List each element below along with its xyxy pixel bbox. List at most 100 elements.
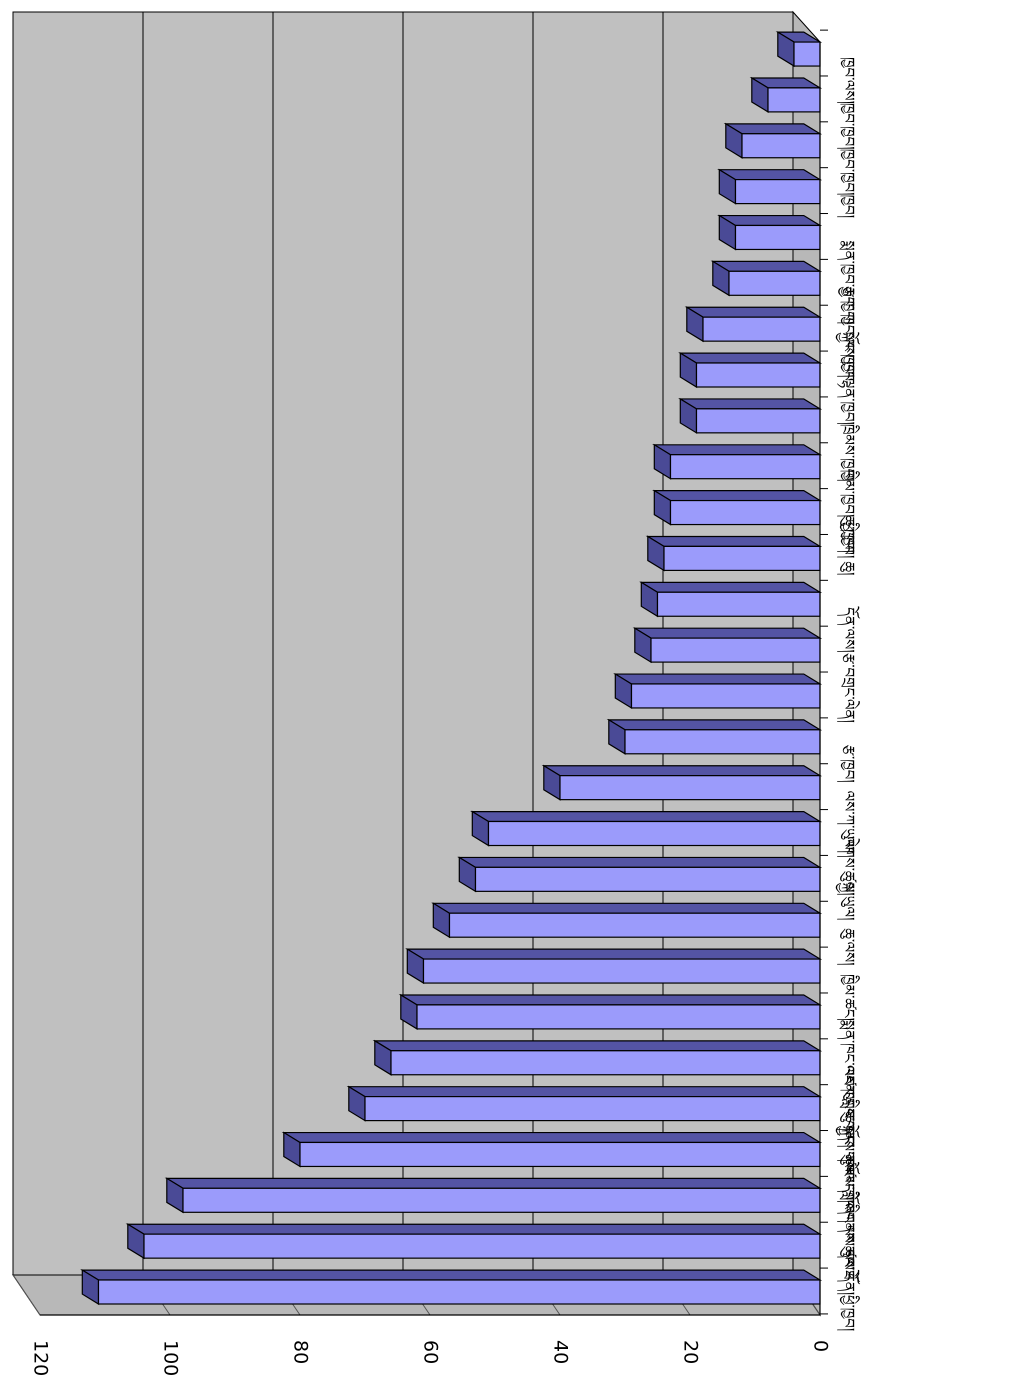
bars	[80, 31, 823, 1306]
category-label: ཆུ་ལས།	[836, 928, 858, 965]
bar-top-face	[684, 306, 823, 318]
bar-front-face	[728, 270, 821, 296]
bar-top-face	[372, 1040, 823, 1052]
bar-front-face	[416, 1004, 821, 1030]
tick-label: 120	[30, 1340, 52, 1376]
category-label: རྩ་ཁྱབ།	[836, 745, 858, 783]
bar-top-face	[281, 1131, 823, 1144]
bar-top-face	[164, 1177, 823, 1189]
bar-top-face	[398, 994, 823, 1006]
category-label: འཛམ་གླིང་གནས་ཚུལ་ཐོ	[836, 1157, 861, 1282]
bar-front-face	[669, 454, 821, 480]
bar	[613, 672, 823, 710]
bar-top-face	[717, 214, 823, 227]
bar	[775, 31, 823, 68]
bar-top-face	[80, 1269, 823, 1281]
bar-top-face	[652, 490, 823, 502]
bar	[645, 535, 823, 572]
category-label: ཆུ་ཁྱབ།	[836, 516, 858, 553]
bar-front-face	[422, 958, 821, 984]
bar-front-face	[97, 1279, 821, 1305]
bar-top-face	[717, 169, 823, 181]
tick-label: 80	[290, 1340, 312, 1364]
tick-label: 100	[160, 1340, 182, 1376]
category-label: ཆུ།	[836, 561, 858, 575]
bar-front-face	[143, 1233, 821, 1259]
category-label: རྩ་བགྲང་	[840, 653, 858, 699]
bar-top-face	[678, 352, 823, 364]
bar	[710, 260, 823, 297]
category-label: ཞིང་ལས་དང་	[836, 1203, 860, 1269]
bar	[80, 1269, 823, 1306]
bar-top-face	[457, 856, 823, 868]
bar-top-face	[632, 627, 823, 639]
bar-top-face	[541, 765, 823, 777]
category-label: སྨན་ཁང་ལས་ཁུངས་ དང་ གསོལ	[836, 1020, 861, 1183]
bar	[541, 764, 823, 801]
bar-front-face	[390, 1050, 821, 1076]
bar-front-face	[695, 408, 821, 434]
bar-front-face	[695, 362, 821, 388]
bar-top-face	[431, 902, 823, 914]
bar-front-face	[299, 1141, 821, 1168]
bar-front-face	[663, 545, 821, 572]
category-label: ཁྱིམ་ཚང།	[836, 974, 860, 1021]
bar-front-face	[630, 683, 821, 709]
category-label: ལས་དོན།	[836, 1249, 861, 1295]
bar	[164, 1177, 823, 1214]
bar	[717, 214, 823, 251]
bar-top-face	[710, 260, 823, 272]
category-label: སྐྱ་ཡུལ།	[835, 882, 858, 920]
bar-top-face	[639, 581, 823, 593]
bar-top-face	[652, 444, 823, 456]
bar	[749, 76, 823, 113]
bar-top-face	[125, 1223, 823, 1235]
category-label: དོན་ལས།	[836, 606, 861, 653]
bar	[372, 1039, 823, 1076]
bar	[632, 627, 823, 664]
category-labels: ཕྱི་ཁྱབ།ལས་དོན།ཞིང་ལས་དང་འཛམ་གླིང་གནས་ཚུ…	[835, 57, 861, 1331]
bar-top-face	[470, 810, 823, 823]
bar	[457, 856, 823, 893]
bar-front-face	[669, 499, 821, 526]
floor-gridline-120	[12, 1274, 41, 1316]
bar	[125, 1223, 823, 1260]
bar	[398, 993, 823, 1030]
category-label: འཛམ་གླིང་གནས་ཚུལ་ དགོས	[836, 1066, 861, 1213]
tick-label: 0	[810, 1340, 832, 1352]
bar-front-face	[734, 224, 821, 251]
bar	[678, 397, 823, 434]
bar	[470, 810, 823, 847]
bar	[723, 122, 823, 159]
bar-top-face	[678, 398, 823, 410]
bar-top-face	[645, 535, 823, 548]
bar-front-face	[559, 775, 821, 801]
bar-front-face	[650, 637, 821, 663]
bar	[606, 718, 823, 755]
bar	[652, 443, 823, 480]
category-label: ལས་ཀ་ཡུལ།	[836, 791, 858, 853]
bar	[684, 306, 823, 343]
bar-front-face	[182, 1187, 821, 1213]
tick-label: 60	[420, 1340, 442, 1364]
bar-front-face	[656, 591, 821, 617]
bar-front-face	[487, 820, 821, 847]
category-label: ཁྱབ།	[836, 195, 858, 218]
bar-front-face	[734, 179, 821, 205]
bar-front-face	[741, 133, 821, 159]
bar	[431, 902, 823, 939]
bar-front-face	[702, 316, 821, 342]
category-label: རྩ་ཁྱབ།	[836, 286, 858, 324]
bar-top-face	[405, 948, 823, 960]
bar-top-face	[613, 673, 823, 685]
value-tick-labels: 0 20 40 60 80 100 120	[30, 1340, 832, 1376]
tick-label: 40	[550, 1340, 572, 1364]
axis-lines	[40, 29, 828, 1316]
category-label: ཁྱབ་ཁྱབ།	[836, 103, 858, 150]
tick-label: 20	[680, 1340, 702, 1364]
bar	[678, 352, 823, 389]
bar	[346, 1085, 823, 1122]
category-label: ཕྱི་ཁྱབ།	[836, 1295, 860, 1331]
category-label: ཁྱབ་ཁྱབ།	[836, 149, 858, 196]
